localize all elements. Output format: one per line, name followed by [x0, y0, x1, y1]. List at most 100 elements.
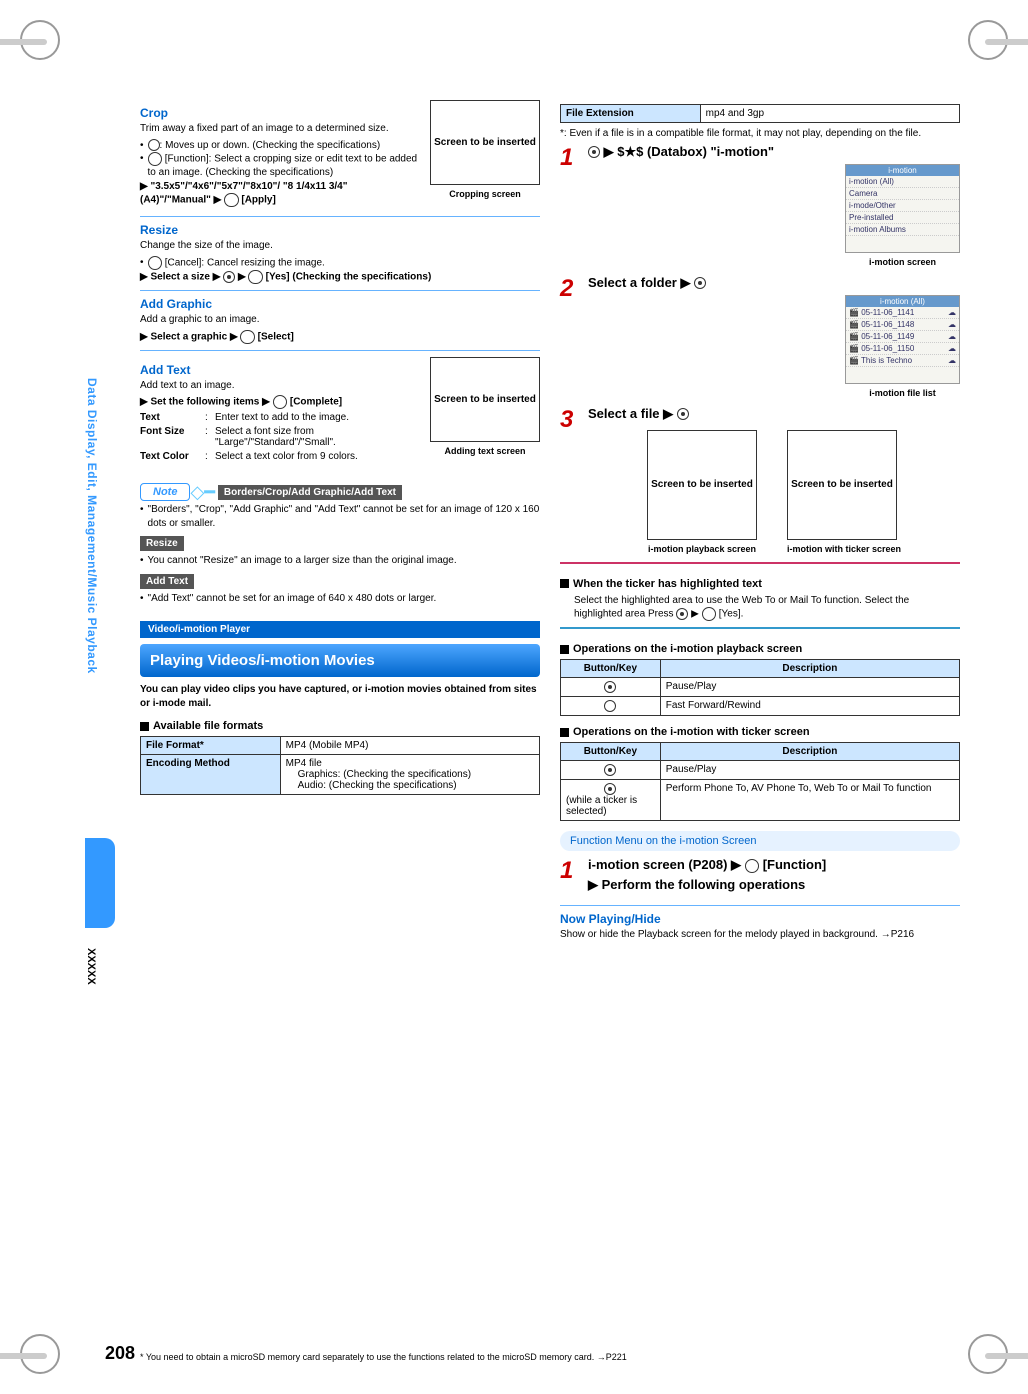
note-h3: Add Text: [140, 574, 194, 589]
note-tail-icon: ◇━: [190, 482, 215, 502]
color-def: Text Color : Select a text color from 9 …: [140, 451, 420, 462]
nav-key-icon: [604, 700, 616, 712]
text-def: Text : Enter text to add to the image.: [140, 412, 420, 423]
square-icon: [560, 728, 569, 737]
note-h2: Resize: [140, 536, 184, 551]
divider: [140, 290, 540, 291]
resize-select: ▶ Select a size ▶ ▶ [Yes] (Checking the …: [140, 270, 540, 284]
step-num: 3: [560, 406, 582, 434]
phone-screenshot-1: i-motion i-motion (All) Camera i-mode/Ot…: [845, 164, 960, 267]
crop-sizes: ▶ "3.5x5"/"4x6"/"5x7"/"8x10"/ "8 1/4x11 …: [140, 180, 420, 208]
square-icon: [560, 579, 569, 588]
format-note: *: Even if a file is in a compatible fil…: [560, 127, 960, 141]
ok-key-icon: [588, 146, 600, 158]
square-icon: [560, 645, 569, 654]
function-menu-header: Function Menu on the i-motion Screen: [560, 831, 960, 851]
content-area: Crop Trim away a fixed part of an image …: [140, 100, 960, 945]
page-number: 208: [105, 1343, 135, 1364]
ok-key-icon: [694, 277, 706, 289]
add-text-set: ▶ Set the following items ▶ [Complete]: [140, 395, 420, 409]
ticker-hdr: When the ticker has highlighted text: [560, 578, 960, 590]
add-text-screenshot-block: Screen to be inserted Adding text screen: [430, 357, 540, 456]
crop-caption: Cropping screen: [430, 189, 540, 199]
resize-section: Resize Change the size of the image. • […: [140, 223, 540, 284]
add-text-caption: Adding text screen: [430, 446, 540, 456]
video-banner: Playing Videos/i-motion Movies: [140, 644, 540, 677]
font-def: Font Size : Select a font size from "Lar…: [140, 426, 420, 448]
add-text-intro: Add text to an image.: [140, 379, 420, 393]
soft-key-icon: [240, 330, 254, 344]
fm-step-1: 1 i-motion screen (P208) ▶ [Function] ▶ …: [560, 857, 960, 897]
ticker-body: Select the highlighted area to use the W…: [560, 594, 960, 622]
available-formats-hdr: Available file formats: [140, 720, 540, 732]
fm-step-1-title: i-motion screen (P208) ▶ [Function]: [588, 857, 960, 873]
note-badge: Note: [140, 483, 190, 501]
screenshot-placeholder: Screen to be inserted: [430, 100, 540, 185]
step-3: 3 Select a file ▶ Screen to be inserted …: [560, 406, 960, 554]
crop-bullet-2: • [Function]: Select a cropping size or …: [140, 152, 420, 180]
divider: [140, 216, 540, 217]
crop-heading: Crop: [140, 106, 420, 120]
crop-screenshot-block: Screen to be inserted Cropping screen: [430, 100, 540, 199]
screenshot-placeholder: Screen to be inserted: [647, 430, 757, 540]
ops1-hdr: Operations on the i-motion playback scre…: [560, 643, 960, 655]
step-num: 2: [560, 275, 582, 303]
ops2-table: Button/KeyDescription Pause/Play (while …: [560, 742, 960, 821]
step-1-caption: i-motion screen: [845, 257, 960, 267]
ok-key-icon: [604, 764, 616, 776]
now-playing-heading: Now Playing/Hide: [560, 912, 960, 926]
ok-key-icon: [604, 681, 616, 693]
divider: [560, 905, 960, 906]
crop-bullet-1: • : Moves up or down. (Checking the spec…: [140, 139, 420, 153]
soft-key-icon: [745, 859, 759, 873]
soft-key-icon: [702, 607, 716, 621]
section-title-vertical: Data Display, Edit, Management/Music Pla…: [85, 378, 99, 674]
footnote: * You need to obtain a microSD memory ca…: [140, 1352, 627, 1362]
right-column: File Extensionmp4 and 3gp *: Even if a f…: [560, 100, 960, 945]
video-pre-banner: Video/i-motion Player: [140, 621, 540, 638]
blue-tab: [85, 838, 115, 928]
bullet-icon: •: [140, 152, 144, 180]
crop-intro: Trim away a fixed part of an image to a …: [140, 122, 420, 136]
binder-ring: [20, 20, 60, 60]
soft-key-icon: [224, 193, 238, 207]
add-text-section: Add Text Add text to an image. ▶ Set the…: [140, 357, 540, 466]
ops1-section: Operations on the i-motion playback scre…: [560, 627, 960, 716]
bullet-icon: •: [140, 139, 144, 153]
ticker-section: When the ticker has highlighted text Sel…: [560, 562, 960, 622]
square-icon: [140, 722, 149, 731]
step-3-cap1: i-motion playback screen: [647, 544, 757, 554]
add-text-heading: Add Text: [140, 363, 420, 377]
bullet-icon: •: [140, 256, 144, 270]
ok-key-icon: [604, 783, 616, 795]
binder-ring: [968, 20, 1008, 60]
ops2-hdr: Operations on the i-motion with ticker s…: [560, 726, 960, 738]
file-format-table: File Format*MP4 (Mobile MP4) Encoding Me…: [140, 736, 540, 795]
manual-page: Data Display, Edit, Management/Music Pla…: [0, 0, 1028, 1394]
note-h1: Borders/Crop/Add Graphic/Add Text: [218, 485, 402, 500]
step-2: 2 Select a folder ▶ i-motion (All) 🎬 05-…: [560, 275, 960, 398]
left-column: Crop Trim away a fixed part of an image …: [140, 100, 540, 945]
add-graphic-heading: Add Graphic: [140, 297, 540, 311]
note-p3: •"Add Text" cannot be set for an image o…: [140, 592, 540, 606]
soft-key-icon: [148, 152, 162, 166]
binder-ring: [20, 1334, 60, 1374]
ok-key-icon: [676, 608, 688, 620]
step-num: 1: [560, 144, 582, 172]
add-graphic-section: Add Graphic Add a graphic to an image. ▶…: [140, 297, 540, 344]
crop-section: Crop Trim away a fixed part of an image …: [140, 100, 540, 210]
soft-key-icon: [148, 256, 162, 270]
now-playing-body: Show or hide the Playback screen for the…: [560, 928, 960, 942]
ops1-table: Button/KeyDescription Pause/Play Fast Fo…: [560, 659, 960, 716]
screenshot-placeholder: Screen to be inserted: [787, 430, 897, 540]
resize-cancel: • [Cancel]: Cancel resizing the image.: [140, 256, 540, 270]
note-block: Note◇━ Borders/Crop/Add Graphic/Add Text…: [140, 479, 540, 605]
ok-key-icon: [223, 271, 235, 283]
fm-step-1-sub: ▶ Perform the following operations: [588, 877, 960, 893]
step-3-title: Select a file ▶: [588, 406, 960, 422]
step-3-cap2: i-motion with ticker screen: [787, 544, 901, 554]
resize-intro: Change the size of the image.: [140, 239, 540, 253]
add-graphic-select: ▶ Select a graphic ▶ [Select]: [140, 330, 540, 344]
screenshot-placeholder: Screen to be inserted: [430, 357, 540, 442]
step-2-caption: i-motion file list: [845, 388, 960, 398]
